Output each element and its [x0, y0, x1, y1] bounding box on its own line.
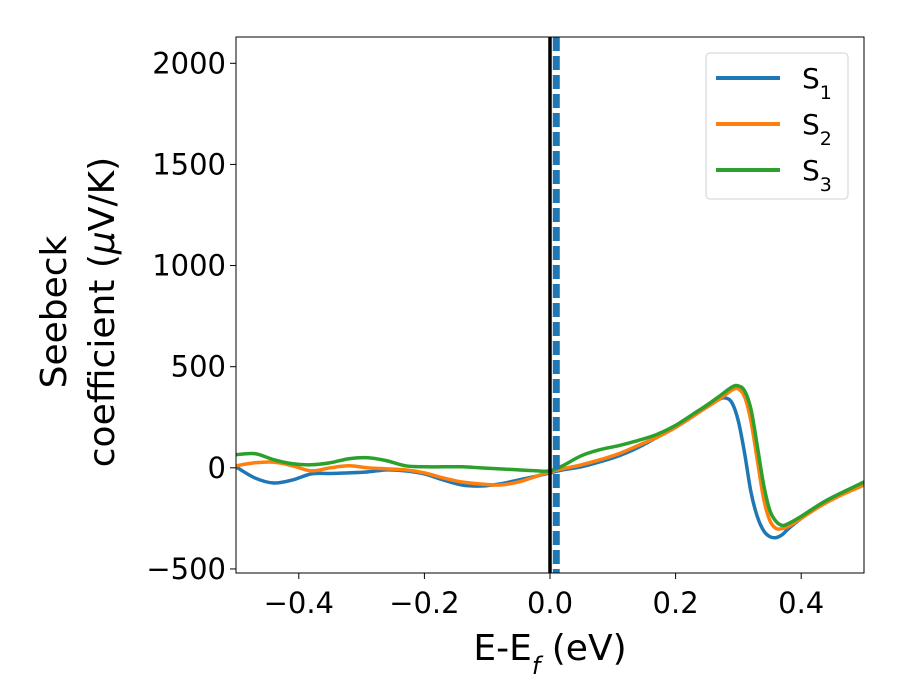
x-tick-label: 0.2	[653, 586, 699, 620]
y-tick-label: 1500	[152, 147, 226, 181]
y-tick-label: 0	[208, 451, 226, 485]
x-tick-label: −0.4	[264, 586, 334, 620]
series-line-s2	[236, 386, 864, 531]
y-axis-label-line2: coefficient (μV/K)	[82, 157, 123, 467]
x-axis-label: E-Ef (eV)	[473, 628, 626, 680]
y-axis-label-line1: Seebeck	[34, 235, 75, 388]
series-line-s1	[236, 395, 864, 540]
series-line-s3	[236, 383, 864, 528]
series-layer	[236, 383, 864, 540]
y-tick-label: 2000	[152, 46, 226, 80]
y-tick-label: −500	[146, 552, 226, 586]
y-axis-ticks: −500 0 500 1000 1500 2000	[146, 46, 236, 586]
legend-label-s2: S2	[802, 108, 832, 150]
legend-label-s1: S1	[802, 62, 832, 104]
y-tick-label: 1000	[152, 249, 226, 283]
x-tick-label: −0.2	[389, 586, 459, 620]
x-tick-label: 0.0	[527, 586, 573, 620]
reference-lines	[548, 37, 560, 573]
x-axis-ticks: −0.4 −0.2 0.0 0.2 0.4	[264, 573, 824, 620]
legend-label-s3: S3	[802, 154, 832, 196]
y-axis-label: Seebeck coefficient (μV/K)	[34, 157, 123, 467]
y-tick-label: 500	[171, 350, 226, 384]
x-tick-label: 0.4	[778, 586, 824, 620]
